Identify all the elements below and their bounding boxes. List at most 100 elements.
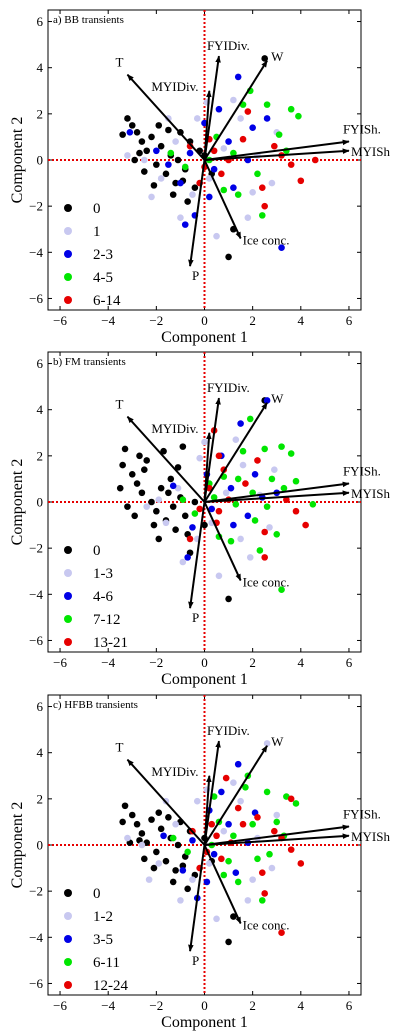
scatter-point — [271, 142, 278, 150]
scatter-point — [222, 489, 230, 497]
legend-label: 4-6 — [93, 589, 113, 605]
loading-vector — [203, 745, 268, 846]
legend-label: 1 — [93, 224, 101, 240]
scatter-point — [172, 179, 179, 187]
scatter-point — [141, 855, 148, 863]
x-tick-label: −6 — [53, 655, 67, 670]
loading-vector — [126, 415, 206, 503]
scatter-point — [189, 837, 196, 844]
x-tick-label: 2 — [249, 313, 256, 328]
scatter-point — [150, 521, 158, 529]
scatter-point — [162, 857, 170, 865]
x-tick-label: 6 — [346, 655, 353, 670]
scatter-point — [210, 165, 218, 173]
scatter-point — [266, 850, 273, 858]
scatter-point — [181, 163, 189, 171]
loading-vector — [203, 402, 268, 503]
vector-label: T — [115, 397, 123, 412]
vector-label: W — [271, 734, 284, 749]
scatter-point — [263, 115, 271, 122]
scatter-point — [138, 489, 146, 497]
scatter-point — [131, 512, 138, 520]
vector-label: MYIDiv. — [151, 79, 198, 94]
scatter-point — [181, 221, 189, 228]
scatter-point — [169, 503, 177, 510]
scatter-point — [210, 793, 218, 800]
vector-label: FYISh. — [343, 122, 381, 137]
x-tick-label: 6 — [346, 313, 353, 328]
scatter-point — [184, 554, 191, 561]
y-axis-label: Component 2 — [9, 802, 26, 889]
loading-vector — [204, 481, 350, 503]
scatter-point — [155, 122, 163, 129]
scatter-point — [246, 554, 254, 561]
scatter-point — [237, 535, 244, 543]
scatter-point — [230, 96, 237, 104]
vector-label: FYISh. — [343, 464, 381, 479]
scatter-point — [230, 779, 237, 786]
scatter-point — [121, 445, 129, 453]
scatter-point — [184, 198, 191, 205]
vector-label: FYISh. — [343, 807, 381, 822]
scatter-point — [278, 244, 285, 251]
scatter-point — [165, 161, 172, 168]
scatter-point — [225, 857, 232, 865]
scatter-point — [234, 191, 242, 198]
scatter-point — [275, 131, 283, 138]
scatter-point — [169, 878, 177, 886]
scatter-point — [225, 595, 232, 603]
chart-panel-1: −6 −4 −2 0 2 4 6 −6 −4 −2 0 2 4 6 Component 1 Component… — [9, 9, 390, 346]
legend-marker — [64, 569, 72, 577]
loading-vector — [203, 159, 242, 240]
scatter-point — [124, 834, 131, 842]
scatter-point — [220, 871, 228, 879]
scatter-point — [155, 496, 163, 503]
loading-vector — [203, 844, 242, 925]
scatter-point — [239, 135, 247, 143]
y-tick-label: 0 — [37, 838, 44, 853]
scatter-point — [155, 535, 163, 543]
scatter-point — [150, 182, 158, 189]
legend-label: 4-5 — [93, 270, 113, 286]
loading-vector — [204, 824, 350, 846]
scatter-point — [116, 484, 124, 492]
scatter-point — [273, 531, 281, 538]
scatter-point — [287, 846, 295, 853]
scatter-point — [230, 913, 237, 920]
scatter-point — [148, 816, 155, 823]
scatter-point — [131, 156, 138, 164]
scatter-point — [157, 484, 165, 492]
scatter-point — [249, 876, 256, 883]
scatter-point — [165, 489, 172, 497]
x-axis-label: Component 1 — [161, 329, 248, 346]
scatter-point — [239, 447, 247, 455]
scatter-point — [133, 480, 141, 487]
y-tick-label: −4 — [29, 930, 43, 945]
x-tick-label: −4 — [101, 998, 115, 1013]
scatter-point — [258, 869, 266, 876]
legend-label: 0 — [93, 201, 101, 217]
scatter-point — [172, 820, 179, 828]
scatter-point — [230, 149, 237, 157]
y-tick-label: −6 — [29, 976, 43, 991]
x-tick-label: 2 — [249, 998, 256, 1013]
y-tick-label: −2 — [29, 199, 43, 214]
scatter-point — [254, 170, 261, 178]
scatter-point — [162, 170, 170, 178]
scatter-point — [193, 797, 201, 805]
scatter-point — [155, 809, 163, 816]
scatter-point — [160, 832, 167, 840]
scatter-point — [237, 115, 244, 122]
x-tick-label: −4 — [101, 313, 115, 328]
legend-label: 1-2 — [93, 909, 113, 925]
x-tick-label: 0 — [201, 998, 208, 1013]
vector-label: FYIDiv. — [207, 380, 250, 395]
scatter-point — [297, 177, 305, 185]
scatter-point — [172, 138, 179, 145]
scatter-point — [263, 101, 271, 108]
x-tick-label: 4 — [298, 655, 305, 670]
loading-vector — [203, 55, 221, 161]
scatter-point — [266, 524, 273, 531]
scatter-point — [249, 820, 256, 828]
scatter-point — [121, 802, 129, 810]
